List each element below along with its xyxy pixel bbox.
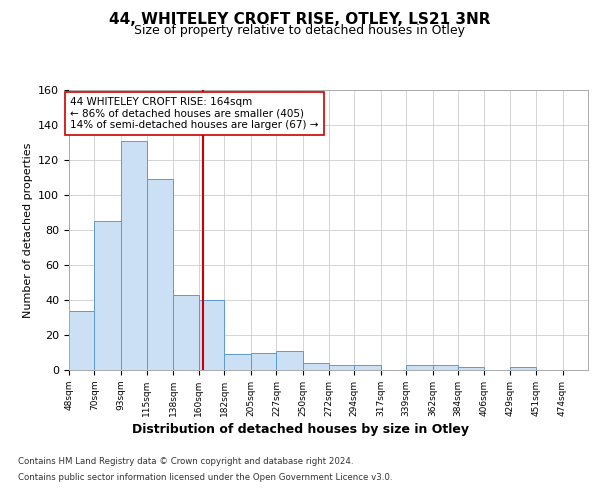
Bar bbox=[329, 365, 354, 370]
Bar bbox=[277, 351, 303, 370]
Text: Distribution of detached houses by size in Otley: Distribution of detached houses by size … bbox=[131, 422, 469, 436]
Bar bbox=[588, 366, 600, 370]
Bar bbox=[94, 221, 121, 370]
Text: 44, WHITELEY CROFT RISE, OTLEY, LS21 3NR: 44, WHITELEY CROFT RISE, OTLEY, LS21 3NR bbox=[109, 12, 491, 28]
Bar bbox=[224, 354, 251, 370]
Text: Contains HM Land Registry data © Crown copyright and database right 2024.: Contains HM Land Registry data © Crown c… bbox=[18, 458, 353, 466]
Bar bbox=[121, 140, 146, 370]
Bar bbox=[146, 179, 173, 370]
Text: 44 WHITELEY CROFT RISE: 164sqm
← 86% of detached houses are smaller (405)
14% of: 44 WHITELEY CROFT RISE: 164sqm ← 86% of … bbox=[70, 97, 319, 130]
Bar bbox=[251, 352, 277, 370]
Text: Contains public sector information licensed under the Open Government Licence v3: Contains public sector information licen… bbox=[18, 472, 392, 482]
Bar bbox=[433, 365, 458, 370]
Bar bbox=[354, 365, 380, 370]
Bar bbox=[199, 300, 224, 370]
Bar bbox=[406, 365, 433, 370]
Bar bbox=[458, 366, 484, 370]
Text: Size of property relative to detached houses in Otley: Size of property relative to detached ho… bbox=[134, 24, 466, 37]
Bar bbox=[173, 294, 199, 370]
Bar bbox=[303, 363, 329, 370]
Bar bbox=[69, 310, 94, 370]
Y-axis label: Number of detached properties: Number of detached properties bbox=[23, 142, 32, 318]
Bar bbox=[511, 366, 536, 370]
